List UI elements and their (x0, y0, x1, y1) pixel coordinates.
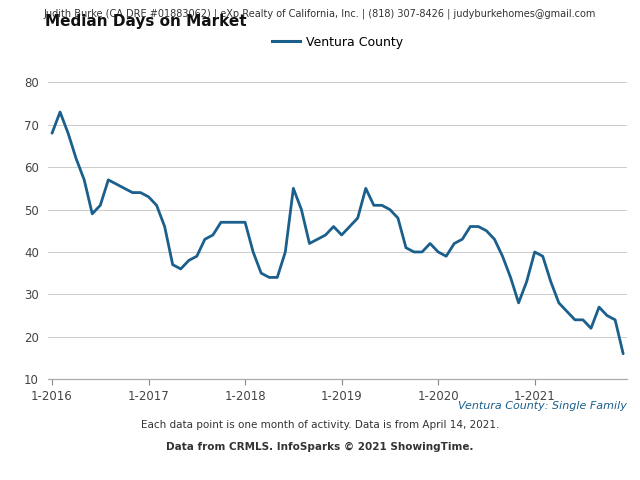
Text: Data from CRMLS. InfoSparks © 2021 ShowingTime.: Data from CRMLS. InfoSparks © 2021 Showi… (166, 442, 474, 452)
Legend: Ventura County: Ventura County (272, 36, 403, 48)
Text: Ventura County: Single Family: Ventura County: Single Family (458, 401, 627, 411)
Text: Judith Burke (CA DRE #01883062) | eXp Realty of California, Inc. | (818) 307-842: Judith Burke (CA DRE #01883062) | eXp Re… (44, 9, 596, 19)
Text: Each data point is one month of activity. Data is from April 14, 2021.: Each data point is one month of activity… (141, 420, 499, 430)
Text: Median Days on Market: Median Days on Market (45, 14, 246, 29)
